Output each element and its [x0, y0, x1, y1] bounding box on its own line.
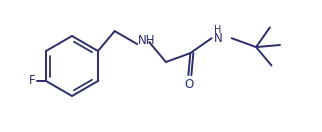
Text: N: N: [214, 32, 223, 45]
Text: NH: NH: [138, 34, 156, 47]
Text: O: O: [185, 78, 194, 91]
Text: F: F: [29, 74, 35, 88]
Text: H: H: [214, 25, 221, 35]
